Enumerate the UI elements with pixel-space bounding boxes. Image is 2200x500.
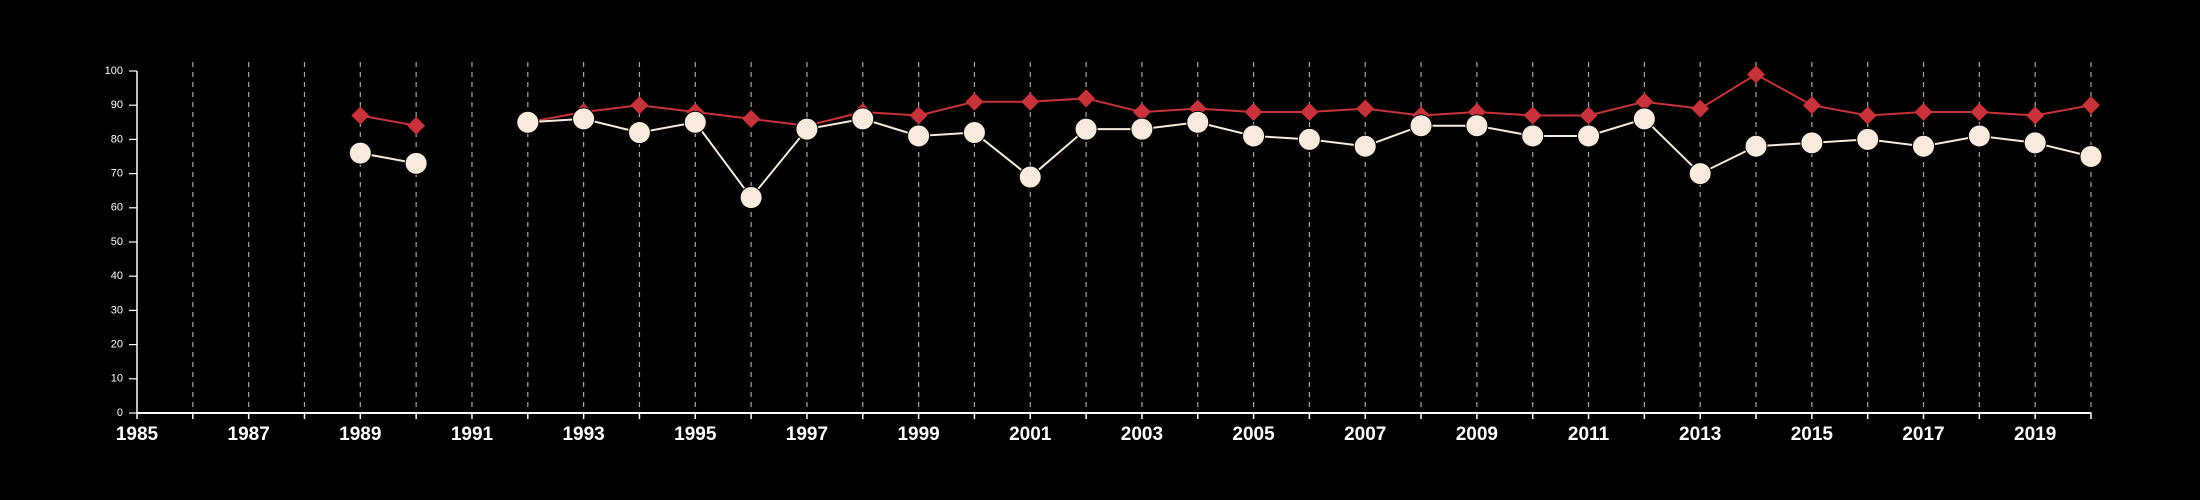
data-point (1856, 127, 1880, 151)
data-point (1914, 103, 1933, 122)
data-point (1523, 106, 1542, 125)
data-point (2082, 96, 2100, 115)
data-point (1967, 124, 1991, 148)
data-point (1802, 96, 1821, 115)
data-point (351, 106, 370, 125)
data-point (1021, 92, 1040, 111)
data-point (516, 110, 540, 134)
data-point (2026, 106, 2045, 125)
y-tick-label: 90 (111, 99, 123, 111)
data-point (909, 106, 928, 125)
data-point (1300, 103, 1319, 122)
data-series (348, 65, 2103, 210)
data-point (572, 107, 596, 131)
data-point (1858, 106, 1877, 125)
data-point (683, 110, 707, 134)
data-point (1579, 106, 1598, 125)
x-tick-label: 2003 (1121, 424, 1163, 445)
data-point (407, 116, 426, 135)
data-point (795, 117, 819, 141)
data-point (2023, 131, 2047, 155)
y-tick-label: 0 (117, 407, 123, 419)
data-point (1577, 124, 1601, 148)
x-tick-label: 2007 (1344, 424, 1386, 445)
series-line (360, 114, 417, 127)
data-point (1077, 89, 1096, 108)
data-point (1688, 162, 1712, 186)
data-point (1242, 124, 1266, 148)
data-point (1747, 65, 1766, 84)
data-point (1691, 99, 1710, 118)
data-point (965, 92, 984, 111)
y-tick-label: 80 (111, 133, 123, 145)
data-point (742, 109, 761, 128)
data-point (1074, 117, 1098, 141)
data-point (1744, 134, 1768, 158)
x-tick-label: 2013 (1679, 424, 1721, 445)
y-tick-label: 20 (111, 339, 123, 351)
x-tick-label: 1991 (451, 424, 494, 445)
data-point (627, 121, 651, 145)
data-point (1244, 103, 1263, 122)
series-circle (348, 107, 2103, 210)
data-point (1353, 134, 1377, 158)
x-tick-label: 1997 (786, 424, 828, 445)
y-tick-label: 60 (111, 202, 123, 214)
data-point (348, 141, 372, 165)
y-tick-label: 70 (111, 168, 123, 180)
data-point (962, 121, 986, 145)
x-tick-label: 1999 (897, 424, 939, 445)
x-tick-label: 2005 (1232, 424, 1275, 445)
data-point (851, 107, 875, 131)
data-point (907, 124, 931, 148)
y-tick-label: 30 (111, 304, 123, 316)
data-point (1297, 127, 1321, 151)
axes: 0 10 20 30 40 50 60 70 80 90 100 1985 1987 1989 1991 19… (105, 65, 2092, 445)
data-point (1800, 131, 1824, 155)
x-tick-label: 2017 (1902, 424, 1944, 445)
y-tick-label: 50 (111, 236, 123, 248)
x-tick-label: 1993 (562, 424, 604, 445)
y-tick-label: 10 (111, 373, 123, 385)
y-tick-label: 40 (111, 270, 123, 282)
data-point (1465, 114, 1489, 138)
data-point (739, 186, 763, 210)
data-point (2079, 145, 2103, 168)
x-tick-label: 2001 (1009, 424, 1052, 445)
x-tick-label: 1987 (228, 424, 270, 445)
data-point (1912, 134, 1936, 158)
vertical-gridlines (192, 62, 2092, 413)
x-tick-label: 1995 (674, 424, 717, 445)
x-tick-label: 1985 (116, 424, 159, 445)
data-point (1632, 107, 1656, 131)
data-point (1356, 99, 1375, 118)
data-point (1132, 103, 1151, 122)
data-point (630, 96, 649, 115)
x-tick-label: 2011 (1568, 424, 1610, 445)
data-point (1409, 114, 1433, 138)
x-tick-label: 2015 (1791, 424, 1834, 445)
x-tick-label: 2019 (2014, 424, 2056, 445)
data-point (1130, 117, 1154, 141)
y-tick-label: 100 (105, 65, 123, 77)
data-point (1018, 165, 1042, 189)
x-tick-label: 1989 (339, 424, 381, 445)
data-point (1970, 103, 1989, 122)
x-tick-label: 2009 (1456, 424, 1498, 445)
data-point (1186, 110, 1210, 134)
data-point (1521, 124, 1545, 148)
data-point (1635, 92, 1654, 111)
data-point (404, 151, 428, 175)
